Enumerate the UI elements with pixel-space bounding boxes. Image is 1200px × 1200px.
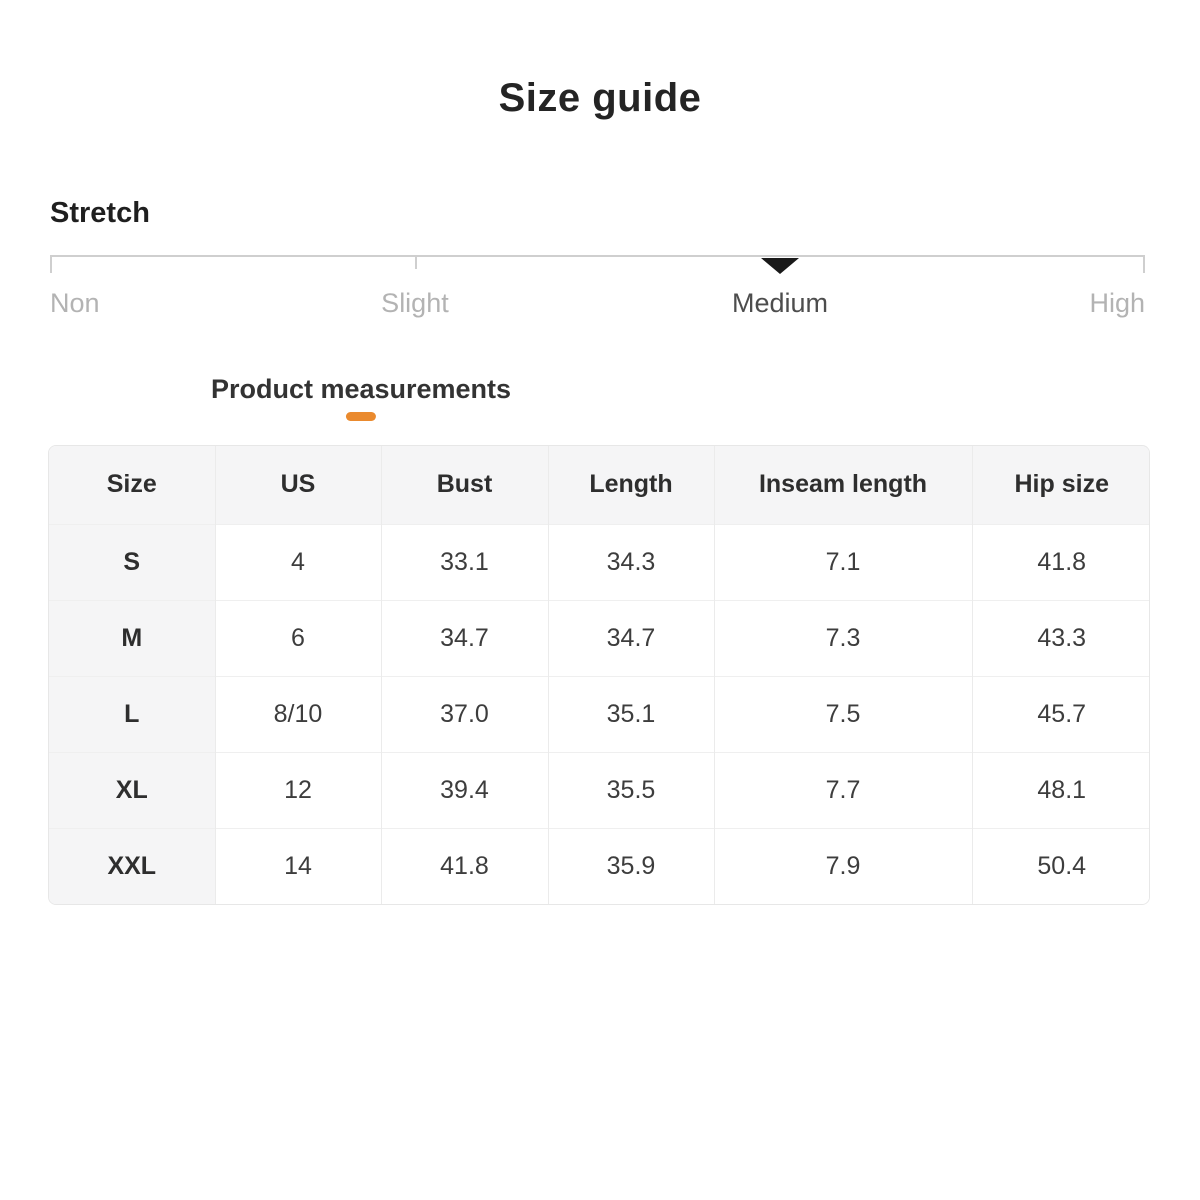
value-cell: 7.5 (714, 675, 973, 752)
column-header-length: Length (548, 446, 715, 524)
page-title: Size guide (498, 76, 702, 120)
value-cell: 39.4 (381, 751, 549, 828)
value-cell: 7.1 (714, 523, 973, 600)
size-cell: XL (49, 751, 216, 828)
value-cell: 37.0 (381, 675, 549, 752)
column-header-size: Size (49, 446, 216, 524)
stretch-option-non: Non (50, 288, 100, 318)
stretch-scale-tick (1143, 256, 1145, 273)
stretch-option-high: High (1089, 288, 1145, 318)
value-cell: 14 (215, 827, 382, 904)
size-table: Size US Bust Length Inseam length Hip si… (49, 446, 1149, 904)
value-cell: 34.7 (548, 599, 715, 676)
table-row: M 6 34.7 34.7 7.3 43.3 (49, 599, 1149, 676)
value-cell: 35.1 (548, 675, 715, 752)
value-cell: 4 (215, 523, 382, 600)
table-header-row: Size US Bust Length Inseam length Hip si… (49, 446, 1149, 524)
tab-product-measurements[interactable]: Product measurements (211, 374, 511, 421)
size-cell: S (49, 523, 216, 600)
value-cell: 35.5 (548, 751, 715, 828)
value-cell: 41.8 (381, 827, 549, 904)
stretch-scale: Non Slight Medium High (50, 255, 1145, 332)
table-row: XXL 14 41.8 35.9 7.9 50.4 (49, 827, 1149, 904)
stretch-selected-marker-icon (761, 258, 800, 274)
value-cell: 33.1 (381, 523, 549, 600)
value-cell: 12 (215, 751, 382, 828)
column-header-hip-size: Hip size (972, 446, 1149, 524)
value-cell: 35.9 (548, 827, 715, 904)
value-cell: 50.4 (972, 827, 1149, 904)
value-cell: 7.3 (714, 599, 973, 676)
value-cell: 34.3 (548, 523, 715, 600)
table-row: L 8/10 37.0 35.1 7.5 45.7 (49, 675, 1149, 752)
measurements-table: Size US Bust Length Inseam length Hip si… (48, 445, 1150, 905)
table-row: XL 12 39.4 35.5 7.7 48.1 (49, 751, 1149, 828)
size-cell: M (49, 599, 216, 676)
stretch-option-medium: Medium (732, 288, 829, 318)
column-header-us: US (215, 446, 382, 524)
value-cell: 41.8 (972, 523, 1149, 600)
value-cell: 43.3 (972, 599, 1149, 676)
stretch-section-label: Stretch (50, 197, 150, 229)
size-cell: L (49, 675, 216, 752)
stretch-scale-tick (414, 256, 417, 269)
value-cell: 7.9 (714, 827, 973, 904)
value-cell: 34.7 (381, 599, 549, 676)
stretch-option-slight: Slight (381, 288, 449, 318)
value-cell: 45.7 (972, 675, 1149, 752)
value-cell: 48.1 (972, 751, 1149, 828)
table-row: S 4 33.1 34.3 7.1 41.8 (49, 523, 1149, 600)
column-header-inseam-length: Inseam length (714, 446, 973, 524)
value-cell: 6 (215, 599, 382, 676)
tab-product-measurements-label: Product measurements (210, 374, 512, 404)
value-cell: 7.7 (714, 751, 973, 828)
size-cell: XXL (49, 827, 216, 904)
value-cell: 8/10 (215, 675, 382, 752)
tab-active-underline (345, 412, 376, 421)
column-header-bust: Bust (381, 446, 549, 524)
stretch-scale-tick (50, 256, 52, 273)
